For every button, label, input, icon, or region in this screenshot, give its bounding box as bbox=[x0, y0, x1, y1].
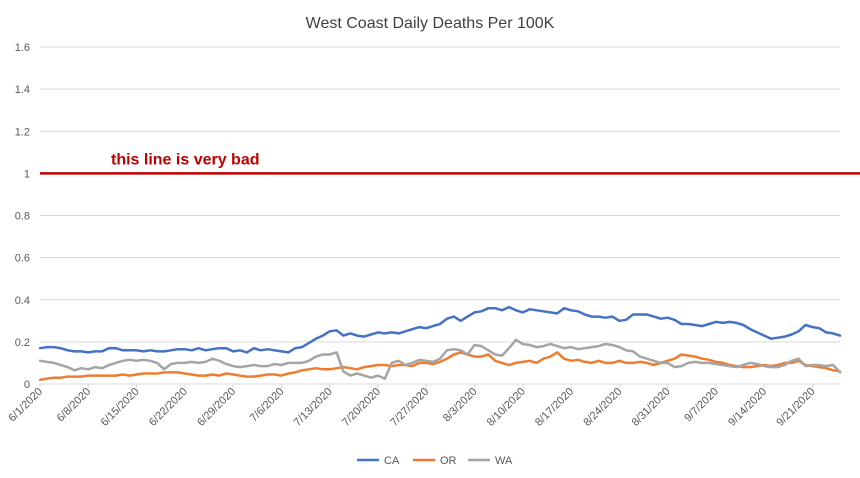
legend-label-wa: WA bbox=[495, 455, 513, 467]
y-tick-label: 1 bbox=[24, 168, 30, 180]
chart-title: West Coast Daily Deaths Per 100K bbox=[306, 15, 555, 32]
legend-label-or: OR bbox=[440, 455, 457, 467]
x-tick-label: 9/7/2020 bbox=[682, 386, 721, 425]
x-axis-ticks: 6/1/2020 6/8/2020 6/15/2020 6/22/2020 6/29/2… bbox=[6, 384, 818, 429]
x-tick-label: 9/21/2020 bbox=[774, 386, 817, 429]
series-line-ca bbox=[38, 305, 842, 354]
y-tick-label: 1.6 bbox=[15, 42, 30, 54]
x-tick-label: 6/15/2020 bbox=[99, 386, 142, 429]
x-tick-label: 6/1/2020 bbox=[6, 386, 45, 425]
gridlines bbox=[40, 46, 840, 385]
x-tick-label: 7/6/2020 bbox=[248, 386, 287, 425]
x-tick-label: 7/20/2020 bbox=[340, 386, 383, 429]
x-tick-label: 8/3/2020 bbox=[441, 386, 480, 425]
y-axis-ticks: 0 0.2 0.4 0.6 0.8 1 1.2 1.4 1.6 bbox=[15, 42, 30, 391]
x-tick-label: 8/24/2020 bbox=[581, 386, 624, 429]
y-tick-label: 0.8 bbox=[15, 211, 30, 223]
series-line-wa bbox=[38, 338, 842, 380]
x-tick-label: 8/17/2020 bbox=[533, 386, 576, 429]
y-tick-label: 1.2 bbox=[15, 126, 30, 138]
legend: CA OR WA bbox=[357, 455, 513, 467]
legend-label-ca: CA bbox=[384, 455, 400, 467]
y-tick-label: 0.4 bbox=[15, 295, 30, 307]
x-tick-label: 6/8/2020 bbox=[55, 386, 94, 425]
y-tick-label: 0 bbox=[24, 379, 30, 391]
x-tick-label: 8/10/2020 bbox=[485, 386, 528, 429]
x-tick-label: 7/13/2020 bbox=[292, 386, 335, 429]
x-tick-label: 7/27/2020 bbox=[388, 386, 431, 429]
y-tick-label: 0.2 bbox=[15, 337, 30, 349]
series-line-or bbox=[38, 351, 842, 382]
x-tick-label: 6/22/2020 bbox=[147, 386, 190, 429]
x-tick-label: 6/29/2020 bbox=[195, 386, 238, 429]
x-tick-label: 8/31/2020 bbox=[630, 386, 673, 429]
x-tick-label: 9/14/2020 bbox=[726, 386, 769, 429]
y-tick-label: 1.4 bbox=[15, 84, 30, 96]
reference-line-label: this line is very bad bbox=[111, 151, 260, 168]
reference-line-group: this line is very bad bbox=[40, 151, 860, 175]
series-lines bbox=[38, 305, 842, 382]
y-tick-label: 0.6 bbox=[15, 253, 30, 265]
